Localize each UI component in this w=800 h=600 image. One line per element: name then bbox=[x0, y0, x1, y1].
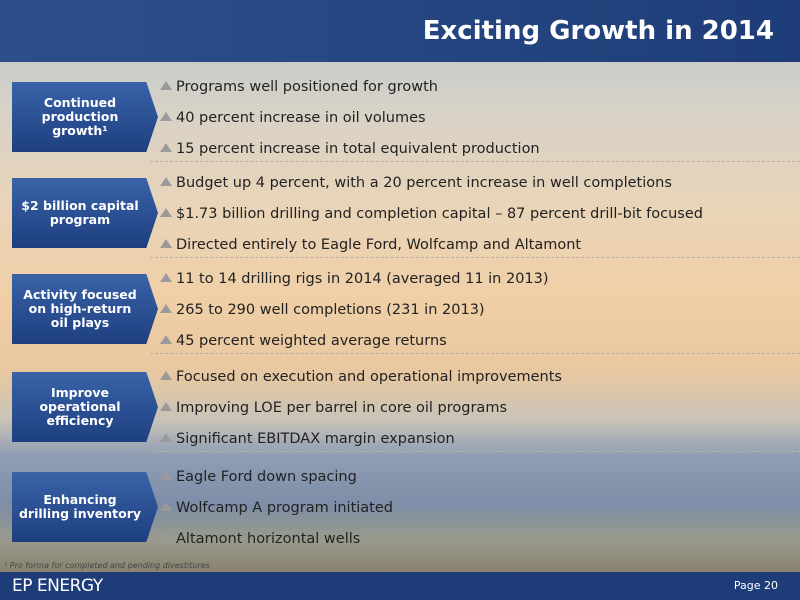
bullet-item: Significant EBITDAX margin expansion bbox=[160, 431, 455, 447]
section-label: $2 billion capital program bbox=[12, 178, 158, 248]
section: Enhancing drilling inventory Eagle Ford d… bbox=[0, 460, 800, 556]
page-number: Page 20 bbox=[733, 579, 778, 592]
bullet-item: 11 to 14 drilling rigs in 2014 (averaged… bbox=[160, 271, 549, 287]
footer-bar: EP ENERGY Page 20 bbox=[0, 572, 800, 600]
header-bar: Exciting Growth in 2014 bbox=[0, 0, 800, 62]
footnote: ¹ Pro forma for completed and pending di… bbox=[4, 561, 210, 570]
separator bbox=[150, 257, 800, 258]
section: Continued production growth¹ Programs wel… bbox=[0, 70, 800, 166]
bullet-item: Eagle Ford down spacing bbox=[160, 469, 357, 485]
bullet-item: 45 percent weighted average returns bbox=[160, 333, 447, 349]
section-label: Activity focused on high-return oil play… bbox=[12, 274, 158, 344]
section-label: Enhancing drilling inventory bbox=[12, 472, 158, 542]
bullet-item: Programs well positioned for growth bbox=[160, 79, 438, 95]
bullet-item: 40 percent increase in oil volumes bbox=[160, 110, 426, 126]
separator bbox=[150, 161, 800, 162]
section: Activity focused on high-return oil play… bbox=[0, 262, 800, 358]
bullet-item: Wolfcamp A program initiated bbox=[160, 500, 393, 516]
bullet-item: Improving LOE per barrel in core oil pro… bbox=[160, 400, 507, 416]
section: Improve operational efficiency Focused on… bbox=[0, 360, 800, 456]
bullet-item: 15 percent increase in total equivalent … bbox=[160, 141, 540, 157]
bullet-item: Altamont horizontal wells bbox=[160, 531, 360, 547]
separator bbox=[150, 451, 800, 452]
slide-title: Exciting Growth in 2014 bbox=[422, 16, 774, 46]
bullet-item: $1.73 billion drilling and completion ca… bbox=[160, 206, 703, 222]
bullet-item: 265 to 290 well completions (231 in 2013… bbox=[160, 302, 485, 318]
bullet-item: Focused on execution and operational imp… bbox=[160, 369, 562, 385]
section: $2 billion capital program Budget up 4 pe… bbox=[0, 166, 800, 262]
bullet-item: Budget up 4 percent, with a 20 percent i… bbox=[160, 175, 672, 191]
separator bbox=[150, 353, 800, 354]
logo: EP ENERGY bbox=[12, 576, 103, 596]
section-label: Continued production growth¹ bbox=[12, 82, 158, 152]
section-label: Improve operational efficiency bbox=[12, 372, 158, 442]
bullet-item: Directed entirely to Eagle Ford, Wolfcam… bbox=[160, 237, 581, 253]
